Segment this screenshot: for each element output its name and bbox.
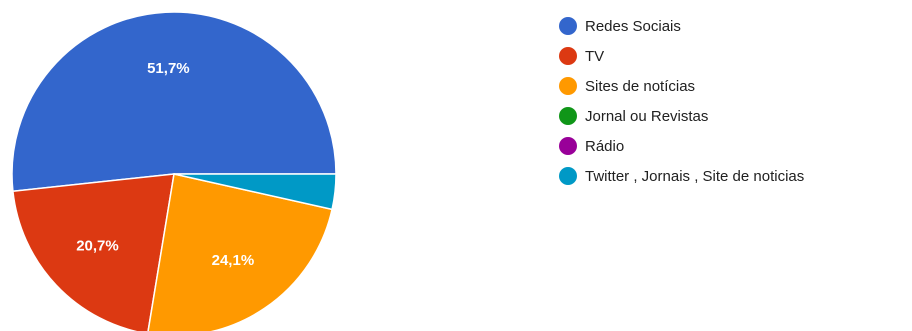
legend-swatch-icon — [559, 77, 577, 95]
legend-item-jornal-ou-revistas[interactable]: Jornal ou Revistas — [559, 101, 804, 131]
legend-label: Twitter , Jornais , Site de noticias — [585, 167, 805, 185]
legend-item-tv[interactable]: TV — [559, 41, 804, 71]
pie-slice-tv — [12, 173, 175, 331]
legend-label: Redes Sociais — [585, 17, 681, 35]
legend-swatch-icon — [559, 47, 577, 65]
legend-item-twitter-jornais-site-de-noticias[interactable]: Twitter , Jornais , Site de noticias — [559, 161, 804, 191]
slice-label-sites-de-noticias: 24,1% — [212, 252, 255, 269]
pie-chart: 51,7% 20,7% 24,1% — [11, 11, 337, 331]
slice-label-tv: 20,7% — [76, 237, 119, 254]
legend-label: Jornal ou Revistas — [585, 107, 709, 125]
legend-swatch-icon — [559, 17, 577, 35]
pie-slice-twitter-jornais-site-de-noticias — [173, 173, 337, 211]
legend-item-radio[interactable]: Rádio — [559, 131, 804, 161]
legend: Redes Sociais TV Sites de notícias Jornal o… — [559, 11, 804, 191]
legend-item-redes-sociais[interactable]: Redes Sociais — [559, 11, 804, 41]
legend-label: Sites de notícias — [585, 77, 696, 95]
legend-item-sites-de-noticias[interactable]: Sites de notícias — [559, 71, 804, 101]
legend-swatch-icon — [559, 107, 577, 125]
pie-slice-redes-sociais — [11, 11, 337, 193]
legend-swatch-icon — [559, 137, 577, 155]
pie-slice-sites-de-noticias — [147, 173, 333, 331]
legend-label: TV — [585, 47, 605, 65]
legend-swatch-icon — [559, 167, 577, 185]
slice-label-redes-sociais: 51,7% — [147, 60, 190, 77]
legend-label: Rádio — [585, 137, 625, 155]
